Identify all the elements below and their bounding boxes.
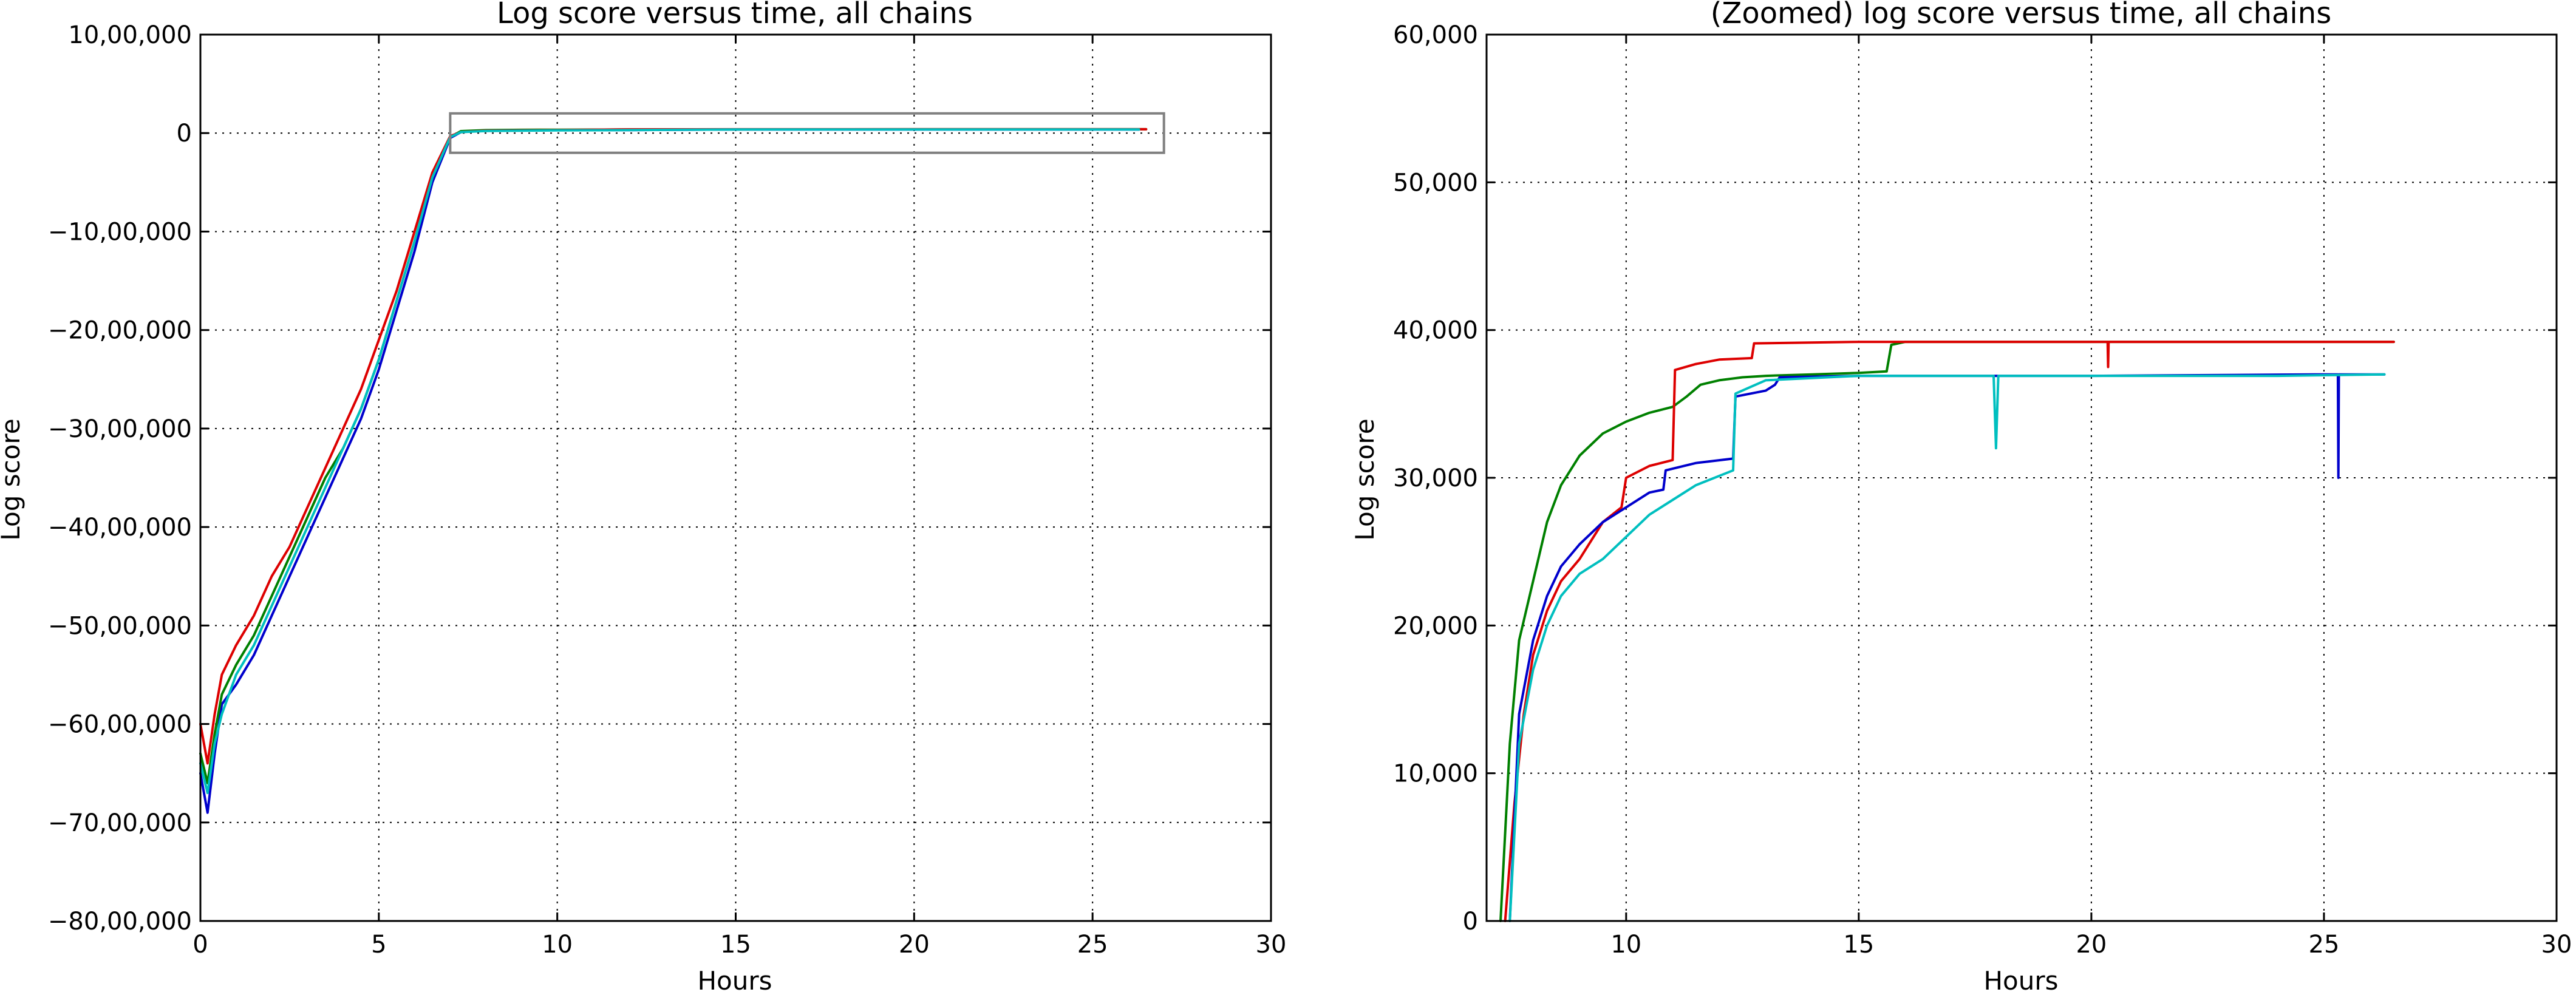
plot-area: 10 15 20 25 30 0 10,000 20,000 30,000 40,000 50,00… — [1393, 21, 2572, 959]
y-tick-label: 0 — [177, 120, 192, 148]
series-line-3 — [199, 127, 1148, 765]
series-line-1 — [199, 128, 1140, 814]
x-tick-label: 5 — [371, 931, 386, 959]
zoom-region-box — [449, 112, 1165, 154]
x-tick-label: 15 — [1843, 931, 1874, 959]
plot-area: 0 5 10 15 20 25 30 10,00,000 0 −10,00,000 −20,00,0… — [48, 21, 1287, 959]
y-tick-label: −50,00,000 — [48, 612, 192, 640]
y-tick-label: −20,00,000 — [48, 317, 192, 345]
y-axis-label: Log score — [0, 418, 26, 540]
y-tick-label: 40,000 — [1393, 317, 1478, 345]
series-line-3 — [1508, 373, 2386, 922]
chart-title: (Zoomed) log score versus time, all chai… — [1711, 0, 2331, 30]
x-axis-label: Hours — [697, 966, 772, 992]
y-tick-label: −60,00,000 — [48, 711, 192, 739]
x-tick-label: 30 — [2541, 931, 2572, 959]
series-line-2 — [199, 127, 1148, 784]
series-line-4 — [1508, 373, 2386, 922]
y-tick-label: −40,00,000 — [48, 514, 192, 542]
y-tick-label: −10,00,000 — [48, 218, 192, 246]
x-axis-label: Hours — [1983, 966, 2058, 992]
y-tick-label: 20,000 — [1393, 612, 1478, 640]
y-tick-label: 60,000 — [1393, 21, 1478, 49]
x-tick-label: 10 — [1610, 931, 1641, 959]
x-tick-label: 15 — [720, 931, 751, 959]
series-line-2 — [1504, 341, 2395, 922]
x-tick-label: 0 — [193, 931, 208, 959]
x-tick-label: 10 — [542, 931, 573, 959]
x-tick-label: 20 — [899, 931, 930, 959]
x-tick-label: 25 — [2309, 931, 2340, 959]
x-tick-label: 25 — [1077, 931, 1108, 959]
y-tick-label: 10,00,000 — [68, 21, 192, 49]
y-tick-label: 0 — [1463, 908, 1478, 936]
y-tick-label: 50,000 — [1393, 169, 1478, 197]
chart-left: Log score versus time, all chains Log sc… — [0, 0, 1286, 992]
series-line-4 — [199, 128, 1140, 795]
x-tick-label: 20 — [2076, 931, 2107, 959]
y-axis-label: Log score — [1350, 418, 1380, 540]
series-line-1 — [1499, 341, 2395, 922]
y-tick-label: 30,000 — [1393, 464, 1478, 492]
y-tick-label: 10,000 — [1393, 760, 1478, 788]
y-tick-label: −70,00,000 — [48, 809, 192, 837]
chart-title: Log score versus time, all chains — [497, 0, 973, 30]
y-tick-label: −80,00,000 — [48, 908, 192, 936]
chart-right: (Zoomed) log score versus time, all chai… — [1350, 0, 2572, 992]
y-tick-label: −30,00,000 — [48, 415, 192, 443]
x-tick-label: 30 — [1256, 931, 1287, 959]
